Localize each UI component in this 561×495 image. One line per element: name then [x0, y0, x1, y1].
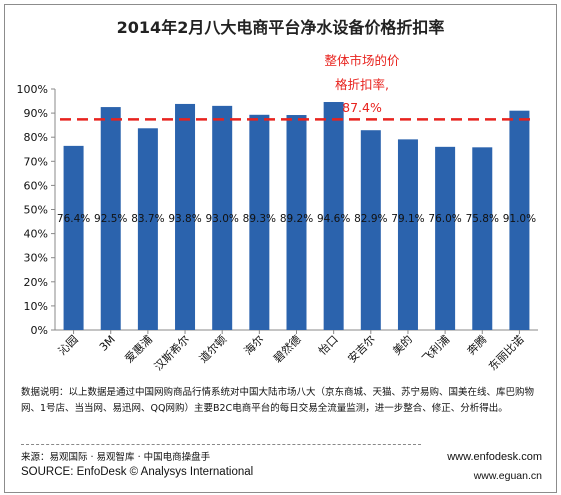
- bar-12: [472, 147, 493, 330]
- url-enfodesk: www.enfodesk.com: [447, 451, 542, 463]
- data-label: 93.8%: [168, 213, 201, 225]
- x-tick-label: 奔腾: [464, 332, 489, 357]
- y-tick-label: 40%: [24, 228, 48, 241]
- x-tick-label: 3M: [97, 333, 118, 354]
- y-tick-label: 70%: [24, 155, 48, 168]
- x-tick-label: 道尔顿: [196, 332, 229, 365]
- y-tick-label: 100%: [17, 83, 48, 96]
- x-tick-label: 汉斯希尔: [151, 332, 192, 373]
- reference-label-value: 87.4%: [342, 100, 382, 115]
- bar-8: [323, 102, 344, 330]
- bar-10: [397, 139, 418, 330]
- bar-7: [286, 115, 307, 330]
- y-tick-label: 0%: [31, 324, 48, 337]
- data-label: 92.5%: [94, 213, 127, 225]
- chart-frame: 2014年2月八大电商平台净水设备价格折扣率 0% 10% 20% 30% 40% 50%…: [4, 4, 557, 493]
- data-label: 89.3%: [243, 213, 276, 225]
- url-eguan: www.eguan.cn: [473, 470, 542, 482]
- bar-4: [175, 103, 196, 330]
- data-label: 76.0%: [428, 213, 461, 225]
- x-tick-label: 飞利浦: [420, 333, 453, 366]
- y-tick-label: 20%: [24, 276, 48, 289]
- y-tick-label: 50%: [24, 204, 48, 217]
- y-tick-label: 30%: [24, 252, 48, 265]
- bar-1: [63, 145, 84, 330]
- y-tick-label: 60%: [24, 179, 48, 192]
- bar-2: [100, 107, 121, 330]
- bar-9: [360, 130, 381, 330]
- x-tick-label: 安吉尔: [345, 332, 378, 365]
- source-en: SOURCE: EnfoDesk © Analysys Internationa…: [21, 466, 254, 478]
- chart-title: 2014年2月八大电商平台净水设备价格折扣率: [116, 18, 445, 37]
- reference-label-line1: 整体市场的价: [324, 53, 400, 68]
- y-tick-label: 10%: [24, 300, 48, 313]
- bar-chart: 0% 10% 20% 30% 40% 50% 60% 70% 80% 90% 100% 76.4% 沁园…: [17, 53, 538, 373]
- bar-6: [249, 114, 270, 330]
- data-label: 75.8%: [466, 213, 499, 225]
- x-tick-label: 怡口: [315, 332, 340, 357]
- x-tick-label: 美的: [390, 332, 415, 357]
- bar-5: [212, 105, 233, 331]
- bar-13: [509, 110, 530, 330]
- x-tick-label: 爱惠浦: [122, 332, 155, 365]
- y-tick-label: 90%: [24, 107, 48, 120]
- data-label: 83.7%: [131, 213, 164, 225]
- x-tick-label: 海尔: [241, 332, 266, 357]
- x-tick-label: 碧然德: [270, 332, 303, 365]
- x-tick-label: 沁园: [56, 333, 81, 358]
- source-cn: 来源：易观国际 · 易观智库 · 中国电商操盘手: [21, 452, 211, 463]
- data-label: 76.4%: [57, 213, 90, 225]
- reference-label-line2: 格折扣率,: [335, 77, 389, 92]
- data-label: 91.0%: [503, 213, 536, 225]
- footer-divider: [21, 444, 421, 445]
- data-label: 82.9%: [354, 213, 387, 225]
- data-note: 数据说明：以上数据是通过中国网购商品行情系统对中国大陆市场八大（京东商城、天猫、…: [21, 387, 535, 414]
- data-label: 93.0%: [206, 213, 239, 225]
- bar-3: [137, 128, 158, 330]
- y-tick-label: 80%: [24, 131, 48, 144]
- data-label: 89.2%: [280, 213, 313, 225]
- bar-11: [435, 146, 456, 330]
- data-label: 94.6%: [317, 213, 350, 225]
- x-tick-label: 东丽比诺: [486, 333, 526, 373]
- data-label: 79.1%: [391, 213, 424, 225]
